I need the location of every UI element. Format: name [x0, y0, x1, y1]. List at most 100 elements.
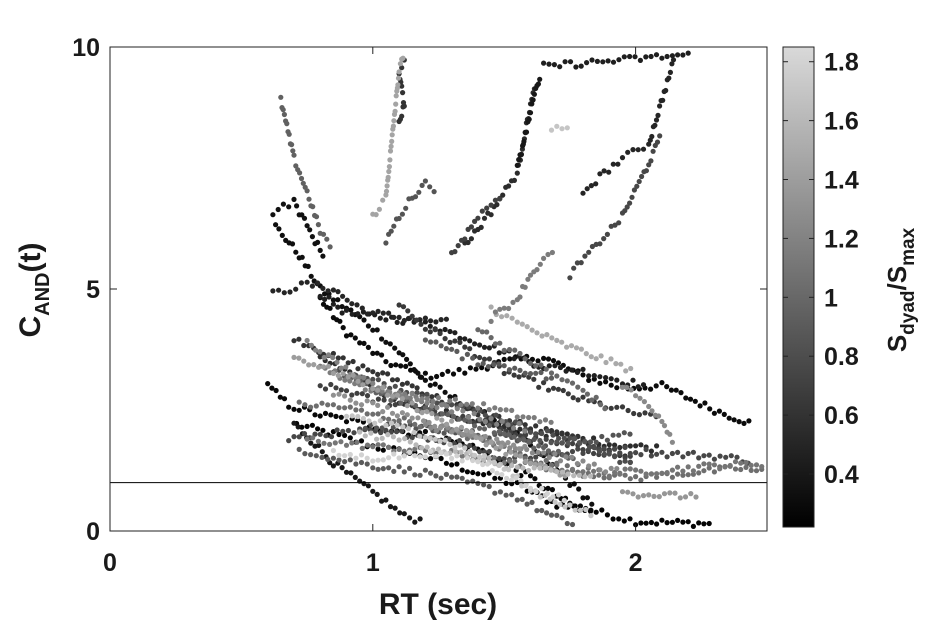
data-point: [311, 362, 317, 368]
data-point: [492, 309, 498, 315]
data-point: [555, 386, 562, 392]
data-point: [539, 333, 545, 339]
data-point: [305, 263, 311, 269]
data-point: [394, 319, 400, 325]
colorbar-tick-label: 1.4: [824, 167, 859, 195]
data-point: [548, 440, 554, 446]
data-point: [356, 374, 362, 380]
data-point: [591, 445, 598, 451]
data-point: [389, 410, 396, 416]
data-point: [475, 362, 481, 368]
data-point: [580, 387, 586, 393]
data-point: [604, 512, 611, 518]
data-point: [514, 319, 520, 325]
data-point: [308, 342, 314, 348]
data-point: [362, 433, 368, 439]
data-point: [572, 503, 578, 509]
data-point: [552, 363, 558, 369]
data-point: [488, 202, 494, 208]
data-point: [390, 123, 396, 129]
data-point: [401, 511, 407, 517]
data-point: [393, 101, 399, 107]
data-point: [296, 407, 302, 413]
data-point: [358, 452, 365, 458]
data-point: [648, 53, 654, 60]
data-point: [550, 432, 556, 438]
data-point: [327, 305, 333, 311]
data-point: [586, 373, 592, 379]
data-point: [721, 411, 727, 417]
data-point: [587, 444, 593, 450]
data-point: [304, 223, 310, 229]
data-point: [531, 445, 537, 451]
data-point: [554, 337, 560, 343]
data-point: [587, 439, 594, 445]
data-point: [597, 467, 603, 473]
data-point: [501, 431, 507, 437]
data-point: [616, 57, 622, 63]
data-point: [621, 430, 627, 436]
data-point: [281, 396, 288, 402]
data-point: [597, 171, 603, 177]
data-point: [284, 121, 290, 127]
data-point: [685, 472, 691, 478]
data-point: [437, 438, 443, 444]
data-point: [533, 489, 539, 495]
data-point: [404, 356, 410, 362]
colorbar-title-s: S: [882, 335, 912, 352]
data-point: [501, 455, 507, 462]
colorbar-title-s-sub: dyad: [898, 290, 919, 334]
data-point: [690, 468, 697, 474]
data-point: [491, 430, 497, 436]
data-point: [593, 439, 599, 445]
data-point: [325, 288, 331, 294]
data-point: [358, 438, 365, 444]
data-point: [480, 461, 486, 468]
data-point: [669, 53, 676, 59]
data-point: [488, 416, 494, 422]
data-point: [575, 384, 581, 390]
data-point: [636, 178, 642, 185]
data-point: [375, 308, 381, 314]
data-point: [541, 450, 547, 456]
data-point: [539, 507, 545, 514]
data-point: [427, 382, 433, 388]
data-point: [319, 449, 325, 455]
data-point: [400, 304, 407, 310]
data-point: [336, 431, 342, 438]
data-point: [459, 467, 465, 473]
data-point: [557, 501, 563, 507]
data-point: [541, 355, 547, 361]
data-point: [610, 516, 616, 522]
data-point: [604, 437, 611, 443]
data-point: [467, 365, 473, 371]
data-point: [313, 453, 319, 459]
data-point: [475, 459, 481, 465]
data-point: [492, 475, 498, 481]
data-point: [380, 447, 386, 453]
data-point: [407, 439, 413, 445]
data-point: [697, 403, 703, 409]
y-axis-title-sub: AND: [32, 272, 54, 315]
data-point: [388, 228, 394, 234]
data-point: [347, 457, 353, 463]
data-point: [374, 350, 380, 356]
data-point: [654, 474, 660, 480]
data-point: [433, 339, 439, 345]
data-point: [338, 365, 344, 371]
data-point: [434, 405, 440, 411]
data-point: [621, 54, 627, 60]
data-point: [594, 58, 601, 64]
data-point: [308, 452, 314, 458]
data-point: [612, 442, 618, 448]
data-point: [506, 183, 512, 189]
data-point: [642, 410, 648, 416]
data-point: [494, 436, 500, 442]
data-point: [670, 57, 677, 63]
data-point: [412, 446, 418, 452]
data-point: [439, 402, 445, 408]
data-point: [447, 328, 453, 335]
data-point: [646, 403, 652, 410]
data-point: [580, 458, 586, 464]
data-point: [462, 417, 468, 423]
